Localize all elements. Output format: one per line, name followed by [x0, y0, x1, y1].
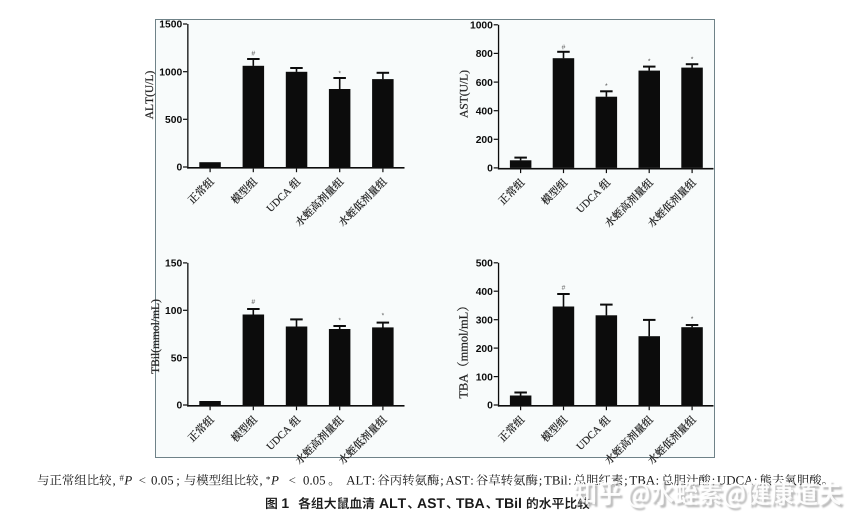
svg-text:500: 500	[165, 115, 182, 126]
svg-text:600: 600	[476, 78, 493, 89]
svg-text:0: 0	[176, 401, 182, 412]
svg-text:100: 100	[165, 306, 182, 317]
svg-text:500: 500	[476, 259, 493, 270]
svg-text:400: 400	[476, 106, 493, 117]
svg-text:0: 0	[487, 401, 493, 412]
svg-text:1500: 1500	[159, 20, 182, 31]
svg-text:300: 300	[476, 315, 493, 326]
svg-text:800: 800	[476, 49, 493, 60]
svg-text:1000: 1000	[470, 21, 493, 32]
svg-text:50: 50	[171, 353, 183, 364]
svg-text:1000: 1000	[159, 67, 182, 78]
svg-text:100: 100	[476, 372, 493, 383]
svg-text:150: 150	[165, 259, 182, 270]
svg-text:0: 0	[176, 163, 182, 174]
svg-text:200: 200	[476, 135, 493, 146]
svg-text:200: 200	[476, 344, 493, 355]
svg-text:0: 0	[487, 164, 493, 175]
svg-text:400: 400	[476, 287, 493, 298]
